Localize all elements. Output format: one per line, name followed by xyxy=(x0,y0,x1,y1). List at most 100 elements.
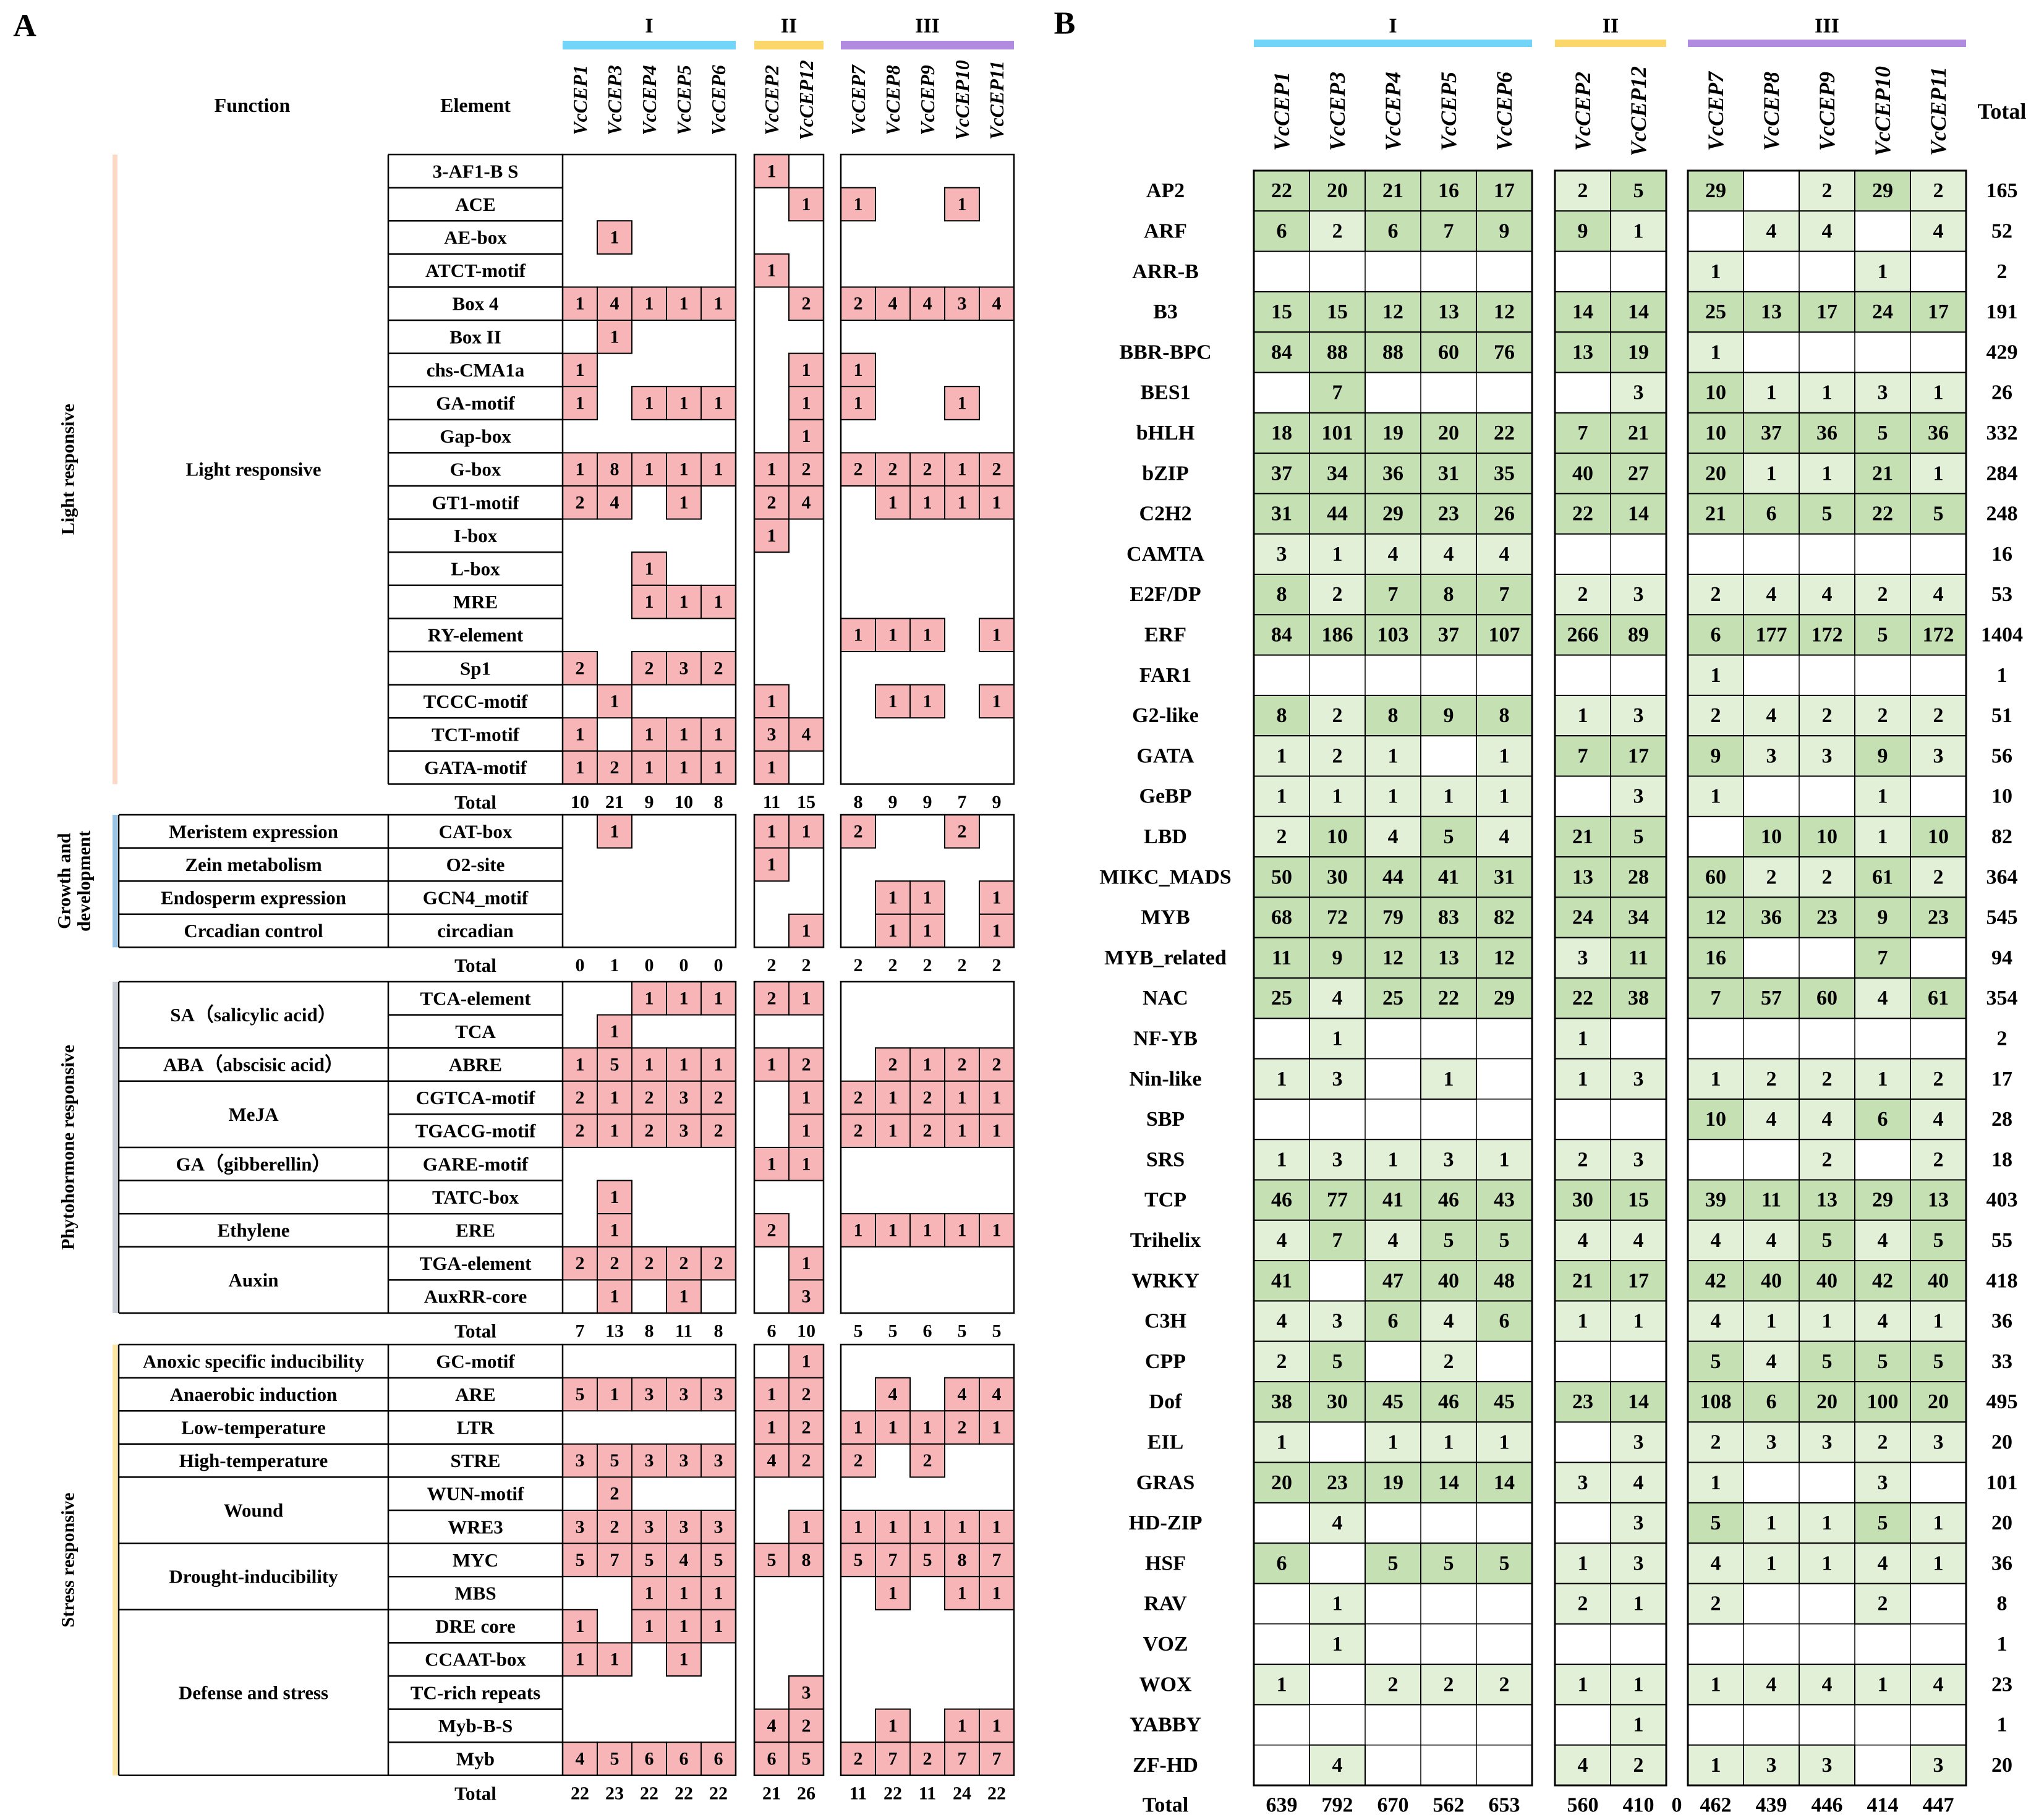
cell-value: 1 xyxy=(576,459,585,480)
heat-cell xyxy=(1309,493,1366,535)
highlight-cell xyxy=(631,1542,667,1578)
total-value: 22 xyxy=(987,1783,1006,1803)
cell-value: 3 xyxy=(1933,1431,1944,1453)
total-value: 11 xyxy=(675,1321,692,1342)
highlight-cell xyxy=(875,1213,911,1248)
highlight-cell xyxy=(597,286,632,321)
cell-value: 1 xyxy=(1388,1431,1399,1453)
function-label: Endosperm expression xyxy=(161,887,346,909)
cell-value: 13 xyxy=(1816,1189,1837,1212)
cell-value: 1 xyxy=(802,921,811,941)
block-frame xyxy=(753,814,825,948)
cell-value: 2 xyxy=(610,757,620,778)
element-ry-element: RY-element xyxy=(428,624,524,646)
cell-value: 10 xyxy=(1816,825,1837,848)
cell-value: 4 xyxy=(1933,1108,1944,1131)
cell-value: 3 xyxy=(1633,1068,1644,1091)
total-value: 10 xyxy=(571,792,589,812)
highlight-cell xyxy=(979,684,1015,719)
cell-value: 83 xyxy=(1438,906,1459,929)
heat-cell xyxy=(1420,1179,1477,1221)
cell-value: 7 xyxy=(1444,219,1454,242)
section-color-bar xyxy=(113,982,117,1313)
highlight-cell xyxy=(788,1377,824,1412)
stray-zero: 0 xyxy=(1672,1794,1682,1817)
cell-value: 1 xyxy=(1933,1310,1944,1333)
highlight-cell xyxy=(788,1147,824,1181)
family-e2f-dp: E2F/DP xyxy=(1130,583,1201,606)
highlight-cell xyxy=(597,1642,632,1677)
highlight-cell xyxy=(875,1047,911,1082)
cell-value: 5 xyxy=(714,1550,723,1570)
cell-value: 7 xyxy=(888,1749,898,1769)
cell-value: 4 xyxy=(1933,219,1944,242)
cell-value: 4 xyxy=(1766,1229,1777,1252)
cell-value: 1 xyxy=(802,988,811,1008)
row-total: 36 xyxy=(1991,1310,2012,1333)
cell-value: 1 xyxy=(1633,219,1644,242)
highlight-cell xyxy=(666,1542,702,1578)
cell-value: 1 xyxy=(767,260,777,281)
cell-value: 5 xyxy=(1822,1229,1833,1252)
highlight-cell xyxy=(666,1113,702,1149)
family-wox: WOX xyxy=(1139,1673,1192,1696)
cell-value: 36 xyxy=(1761,906,1782,929)
highlight-cell xyxy=(909,1443,945,1478)
cell-value: 1 xyxy=(1633,1673,1644,1696)
cell-value: 1 xyxy=(1933,462,1944,485)
cell-value: 36 xyxy=(1382,462,1403,485)
heat-cell xyxy=(1743,1381,1800,1423)
row-total: 545 xyxy=(1986,906,2018,929)
total-value: 5 xyxy=(888,1321,898,1342)
section-title: Phytohormone responsive xyxy=(58,1045,79,1250)
cell-value: 34 xyxy=(1327,462,1348,485)
heat-cell xyxy=(1420,1260,1477,1302)
block-frame xyxy=(561,980,737,1314)
heat-cell xyxy=(1365,331,1421,373)
highlight-cell xyxy=(700,584,736,619)
total-value: 7 xyxy=(576,1321,585,1342)
cell-value: 4 xyxy=(1332,987,1343,1010)
cell-value: 21 xyxy=(1628,422,1649,444)
element-dre-core: DRE core xyxy=(435,1615,515,1637)
cell-value: 1 xyxy=(1766,1552,1777,1575)
highlight-cell xyxy=(562,651,598,686)
heat-cell xyxy=(1687,170,1744,212)
highlight-cell xyxy=(631,584,667,619)
heat-cell xyxy=(1253,937,1310,979)
cell-value: 7 xyxy=(1878,946,1888,969)
total-value: 9 xyxy=(645,792,654,812)
panel-label: B xyxy=(1054,6,1076,41)
element-tct-motif: TCT-motif xyxy=(432,724,519,746)
highlight-cell xyxy=(562,352,598,388)
function-label: Light responsive xyxy=(185,459,321,480)
cell-value: 17 xyxy=(1928,300,1949,323)
total-value: 23 xyxy=(605,1783,624,1803)
cell-value: 3 xyxy=(645,1384,654,1405)
cell-value: 5 xyxy=(1444,825,1454,848)
highlight-cell xyxy=(666,1246,702,1281)
cell-value: 1 xyxy=(610,1384,620,1405)
cell-value: 2 xyxy=(1332,219,1343,242)
cell-value: 1 xyxy=(888,1418,898,1438)
cell-value: 7 xyxy=(992,1550,1002,1570)
cell-value: 3 xyxy=(1633,583,1644,606)
total-value: 26 xyxy=(797,1783,815,1803)
cell-value: 6 xyxy=(1766,1390,1777,1413)
cell-value: 1 xyxy=(992,492,1002,512)
cell-value: 3 xyxy=(645,1516,654,1537)
highlight-cell xyxy=(562,485,598,520)
heat-cell xyxy=(1610,896,1667,938)
cell-value: 1 xyxy=(888,1087,898,1108)
cell-value: 6 xyxy=(1277,219,1287,242)
cell-value: 41 xyxy=(1382,1189,1403,1212)
cell-value: 2 xyxy=(1933,704,1944,727)
cell-value: 1 xyxy=(888,1583,898,1604)
highlight-cell xyxy=(979,1047,1015,1082)
cell-value: 1 xyxy=(958,492,967,512)
family-tcp: TCP xyxy=(1144,1189,1186,1212)
cell-value: 9 xyxy=(1578,219,1588,242)
cell-value: 2 xyxy=(1444,1673,1454,1696)
cell-value: 2 xyxy=(1711,1593,1721,1615)
